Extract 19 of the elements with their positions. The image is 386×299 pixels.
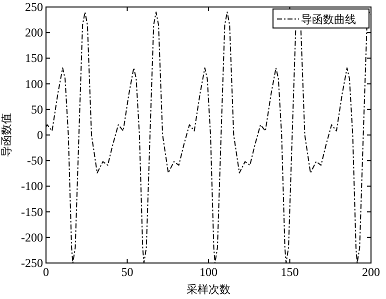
x-tick-label: 100 xyxy=(200,265,218,279)
x-tick-label: 150 xyxy=(280,265,299,279)
y-tick-label: 250 xyxy=(25,0,43,14)
y-tick-label: -100 xyxy=(21,179,43,194)
legend: 导函数曲线 xyxy=(272,8,370,28)
x-tick-label: 200 xyxy=(362,265,380,279)
y-tick-label: -200 xyxy=(21,230,43,244)
y-tick-label: -150 xyxy=(21,204,43,219)
y-tick-label: 0 xyxy=(37,128,43,142)
y-tick-label: -250 xyxy=(21,256,43,270)
legend-label: 导函数曲线 xyxy=(301,13,356,26)
y-axis-title: 导函数值 xyxy=(1,113,13,157)
y-tick-label: 150 xyxy=(25,51,43,66)
y-tick-label: -50 xyxy=(27,154,43,168)
y-tick-label: 50 xyxy=(31,102,43,116)
x-tick-label: 50 xyxy=(121,265,134,279)
x-axis-title: 采样次数 xyxy=(186,283,230,296)
y-tick-label: 100 xyxy=(25,76,43,91)
y-tick-label: 200 xyxy=(25,26,43,40)
